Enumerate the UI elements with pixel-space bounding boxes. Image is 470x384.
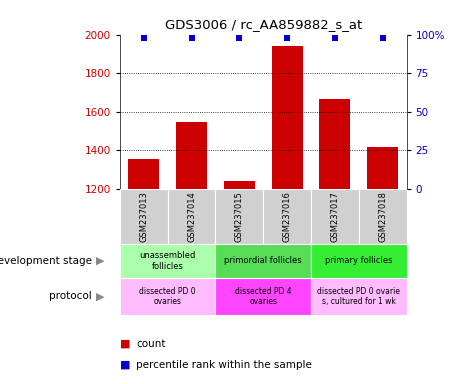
Bar <box>311 189 359 244</box>
Text: primordial follicles: primordial follicles <box>224 257 302 265</box>
Point <box>283 35 291 41</box>
Text: dissected PD 0 ovarie
s, cultured for 1 wk: dissected PD 0 ovarie s, cultured for 1 … <box>317 287 400 306</box>
Text: unassembled
follicles: unassembled follicles <box>140 251 196 271</box>
Text: ■: ■ <box>120 360 130 370</box>
Text: GSM237013: GSM237013 <box>139 191 148 242</box>
Bar <box>311 244 407 278</box>
Text: GSM237014: GSM237014 <box>187 191 196 242</box>
Bar <box>311 278 407 315</box>
Text: protocol: protocol <box>49 291 92 301</box>
Text: GSM237018: GSM237018 <box>378 191 387 242</box>
Text: GSM237017: GSM237017 <box>330 191 339 242</box>
Bar <box>120 189 168 244</box>
Text: GSM237016: GSM237016 <box>282 191 291 242</box>
Point <box>188 35 196 41</box>
Text: percentile rank within the sample: percentile rank within the sample <box>136 360 312 370</box>
Text: ■: ■ <box>120 339 130 349</box>
Bar <box>215 278 311 315</box>
Bar <box>367 147 398 189</box>
Bar <box>215 244 311 278</box>
Bar <box>359 189 407 244</box>
Point <box>140 35 148 41</box>
Text: ▶: ▶ <box>96 256 105 266</box>
Point <box>379 35 386 41</box>
Text: dissected PD 0
ovaries: dissected PD 0 ovaries <box>139 287 196 306</box>
Bar <box>120 244 215 278</box>
Text: count: count <box>136 339 166 349</box>
Text: ▶: ▶ <box>96 291 105 301</box>
Point <box>331 35 338 41</box>
Point <box>235 35 243 41</box>
Bar <box>224 181 255 189</box>
Bar <box>215 189 263 244</box>
Bar <box>176 122 207 189</box>
Bar <box>128 159 159 189</box>
Text: primary follicles: primary follicles <box>325 257 392 265</box>
Text: GSM237015: GSM237015 <box>235 191 244 242</box>
Bar <box>120 278 215 315</box>
Bar <box>168 189 215 244</box>
Title: GDS3006 / rc_AA859882_s_at: GDS3006 / rc_AA859882_s_at <box>164 18 362 31</box>
Bar <box>272 46 303 189</box>
Text: development stage: development stage <box>0 256 92 266</box>
Text: dissected PD 4
ovaries: dissected PD 4 ovaries <box>235 287 291 306</box>
Bar <box>319 99 351 189</box>
Bar <box>263 189 311 244</box>
